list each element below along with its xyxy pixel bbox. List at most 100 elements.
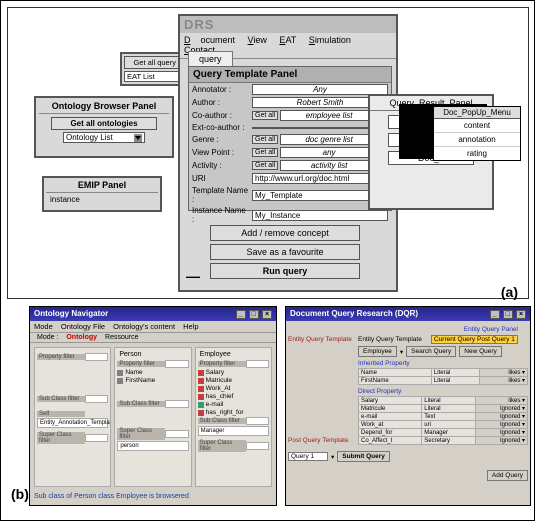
search-query-button[interactable]: Search Query <box>406 346 456 357</box>
popup-annotation[interactable]: annotation <box>434 133 520 147</box>
qtp-label: URI <box>192 174 250 183</box>
get-all-ontologies-button[interactable]: Get all ontologies <box>51 117 157 130</box>
prop-type: Manager <box>422 429 475 437</box>
prop-name: e-mail <box>359 413 422 421</box>
prop-type: Text <box>422 413 475 421</box>
qtp-value[interactable]: employee list <box>280 110 378 121</box>
entity-query-panel-label: Entity Query Panel <box>288 326 528 333</box>
tab-mode-label: Mode : <box>34 334 61 341</box>
window-buttons: _ □ × <box>235 309 272 319</box>
ontology-list-dropdown[interactable]: Ontology List <box>63 132 145 143</box>
property-item[interactable]: Work_At <box>198 385 269 392</box>
nav-tabs: Mode : Ontology Ressource <box>30 333 276 343</box>
qtp-value[interactable]: doc genre list <box>280 134 378 145</box>
menu-ontology-file[interactable]: Ontology File <box>61 322 105 331</box>
tab-ressource[interactable]: Ressource <box>102 334 141 341</box>
menu-document[interactable]: Document <box>184 35 235 45</box>
emip-title: EMIP Panel <box>46 180 158 193</box>
menu-view[interactable]: View <box>248 35 267 45</box>
get-all-button[interactable]: Get all <box>252 161 278 170</box>
prop-value-select[interactable]: Ignored ▾ <box>475 413 527 421</box>
dqr-body: Entity Query Panel Entity Query Template… <box>286 321 530 485</box>
table-row: Co_Affect_tSecretaryIgnored ▾ <box>359 437 528 445</box>
property-item[interactable]: FirstName <box>117 377 188 384</box>
table-row: FirstNameLiterallikes ▾ <box>359 377 528 385</box>
menu-help[interactable]: Help <box>183 322 198 331</box>
minimize-icon[interactable]: _ <box>236 310 246 319</box>
property-icon <box>117 370 123 376</box>
self-value: Entity_Annotation_Template <box>37 418 108 428</box>
menu-ontology-content[interactable]: Ontology's content <box>113 322 175 331</box>
tab-ontology[interactable]: Ontology <box>63 334 100 341</box>
qtp-row: Template Name :My_Template <box>189 185 391 205</box>
table-row: NameLiterallikes ▾ <box>359 369 528 377</box>
property-icon <box>198 378 204 384</box>
drs-title: DRS <box>180 16 396 33</box>
prop-value-select[interactable]: Ignored ▾ <box>475 429 527 437</box>
self-label: Self <box>37 411 85 417</box>
table-row: Work_aturiIgnored ▾ <box>359 421 528 429</box>
menu-simulation[interactable]: Simulation <box>309 35 351 45</box>
add-remove-concept-button[interactable]: Add / remove concept <box>210 225 360 241</box>
prop-name: Work_at <box>359 421 422 429</box>
qtp-value[interactable]: activity list <box>280 160 378 171</box>
qtp-row: View Point :Get allany <box>189 146 391 159</box>
prop-value-select[interactable]: likes ▾ <box>479 377 527 385</box>
get-all-button[interactable]: Get all <box>252 135 278 144</box>
chevron-down-icon: ▾ <box>331 453 334 461</box>
new-query-button[interactable]: New Query <box>459 346 502 357</box>
menu-eat[interactable]: EAT <box>279 35 296 45</box>
property-item[interactable]: Salary <box>198 369 269 376</box>
property-filter-input[interactable] <box>85 353 108 361</box>
qtp-value[interactable]: My_Instance <box>252 210 388 221</box>
property-item[interactable]: e-mail <box>198 401 269 408</box>
property-icon <box>198 370 204 376</box>
close-icon[interactable]: × <box>516 310 526 319</box>
query-tab[interactable]: query <box>188 51 233 67</box>
prop-value-select[interactable]: Ignored ▾ <box>475 421 527 429</box>
prop-name: Name <box>359 369 432 377</box>
prop-value-select[interactable]: Ignored ▾ <box>475 405 527 413</box>
col-empty: Property filter Sub Class filter Self En… <box>34 347 111 487</box>
maximize-icon[interactable]: □ <box>249 310 259 319</box>
property-icon <box>198 394 204 400</box>
get-all-button[interactable]: Get all <box>252 111 278 120</box>
dqr-window: Document Query Research (DQR) _ □ × Enti… <box>285 306 531 506</box>
popup-content[interactable]: content <box>434 119 520 133</box>
submit-query-button[interactable]: Submit Query <box>337 451 390 462</box>
post-template-label: Post Query Template <box>288 437 354 444</box>
prop-value-select[interactable]: Ignored ▾ <box>475 437 527 445</box>
close-icon[interactable]: × <box>262 310 272 319</box>
prop-value-select[interactable]: likes ▾ <box>475 397 527 405</box>
menu-mode[interactable]: Mode <box>34 322 53 331</box>
property-item[interactable]: Name <box>117 369 188 376</box>
add-query-button[interactable]: Add Query <box>487 470 528 481</box>
run-query-button[interactable]: Run query <box>210 263 360 279</box>
subclass-filter-input[interactable] <box>85 395 108 403</box>
query-select[interactable]: Query 1 <box>288 452 328 461</box>
maximize-icon[interactable]: □ <box>503 310 513 319</box>
popup-rating[interactable]: rating <box>434 147 520 160</box>
chevron-down-icon: ▾ <box>400 348 403 356</box>
direct-property-label: Direct Property <box>358 388 528 395</box>
minimize-icon[interactable]: — <box>186 268 200 284</box>
ontology-navigator-window: Ontology Navigator _ □ × Mode Ontology F… <box>29 306 277 506</box>
superclass-filter-input[interactable] <box>85 434 108 442</box>
label-a: (a) <box>501 284 518 300</box>
property-item[interactable]: has_chief <box>198 393 269 400</box>
employee-button[interactable]: Employee <box>358 346 397 357</box>
nav-grid: Property filter Sub Class filter Self En… <box>30 343 276 491</box>
prop-value-select[interactable]: likes ▾ <box>479 369 527 377</box>
save-favourite-button[interactable]: Save as a favourite <box>210 244 360 260</box>
minimize-icon[interactable]: _ <box>490 310 500 319</box>
prop-type: Literal <box>431 377 479 385</box>
entity-template-label: Entity Query Template <box>288 336 354 343</box>
property-item[interactable]: has_right_for <box>198 409 269 416</box>
property-icon <box>198 386 204 392</box>
qtp-value[interactable]: any <box>280 147 378 158</box>
current-template-select[interactable]: Current Query Post Query 1 <box>431 335 518 344</box>
qtp-row: Ext-co-author : <box>189 122 391 133</box>
col-person: Person Property filter NameFirstName Sub… <box>114 347 191 487</box>
property-item[interactable]: Matricule <box>198 377 269 384</box>
get-all-button[interactable]: Get all <box>252 148 278 157</box>
